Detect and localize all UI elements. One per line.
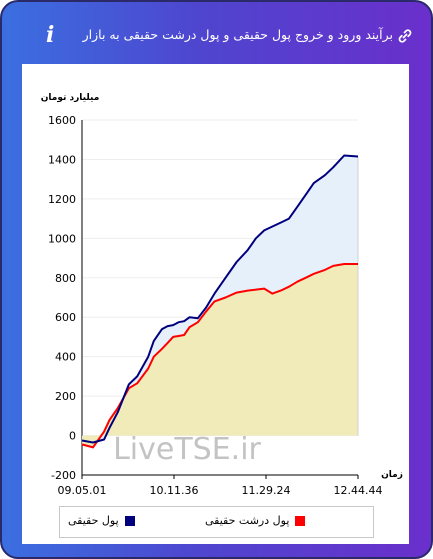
legend-item-real[interactable]: پول حقیقی xyxy=(68,514,135,527)
x-tick-label: 10.11.36 xyxy=(150,484,199,497)
y-tick-label: 600 xyxy=(55,311,76,324)
legend-label-big-real: پول درشت حقیقی xyxy=(205,514,290,527)
legend-label-real: پول حقیقی xyxy=(68,514,119,527)
legend-item-big-real[interactable]: پول درشت حقیقی xyxy=(205,514,306,527)
x-tick-label: 09.05.01 xyxy=(58,484,107,497)
legend-swatch-real xyxy=(124,515,135,526)
y-tick-label: 400 xyxy=(55,351,76,364)
widget-header: i برآیند ورود و خروج پول حقیقی و پول درش… xyxy=(2,2,433,64)
y-axis-label: میلیارد تومان xyxy=(41,93,100,103)
y-tick-label: 0 xyxy=(69,430,76,443)
y-tick-label: 800 xyxy=(55,272,76,285)
chart-svg: میلیارد تومان زمان -200 0 200 400 600 800 1000… xyxy=(41,93,403,497)
legend: پول درشت حقیقی پول حقیقی xyxy=(59,506,374,538)
area-big-real-money xyxy=(82,264,358,448)
chart-panel: میلیارد تومان زمان -200 0 200 400 600 800 1000… xyxy=(22,64,409,544)
legend-swatch-big-real xyxy=(295,515,306,526)
x-axis-label: زمان xyxy=(381,470,403,480)
series-line-big-real-money xyxy=(81,263,358,449)
link-icon[interactable] xyxy=(397,28,413,44)
y-tick-label: -200 xyxy=(51,469,76,482)
x-tick-label: 11.29.24 xyxy=(242,484,291,497)
y-tick-label: 1400 xyxy=(48,153,76,166)
x-tick-label: 12.44.44 xyxy=(334,484,383,497)
watermark: LiveTSE.ir xyxy=(113,432,261,467)
series-line-real-money xyxy=(81,154,359,444)
y-tick-label: 200 xyxy=(55,390,76,403)
y-tick-label: 1200 xyxy=(48,193,76,206)
y-tick-label: 1000 xyxy=(48,232,76,245)
y-tick-label: 1600 xyxy=(48,114,76,127)
chart-title: برآیند ورود و خروج پول حقیقی و پول درشت … xyxy=(82,27,393,42)
info-icon[interactable]: i xyxy=(46,22,55,48)
